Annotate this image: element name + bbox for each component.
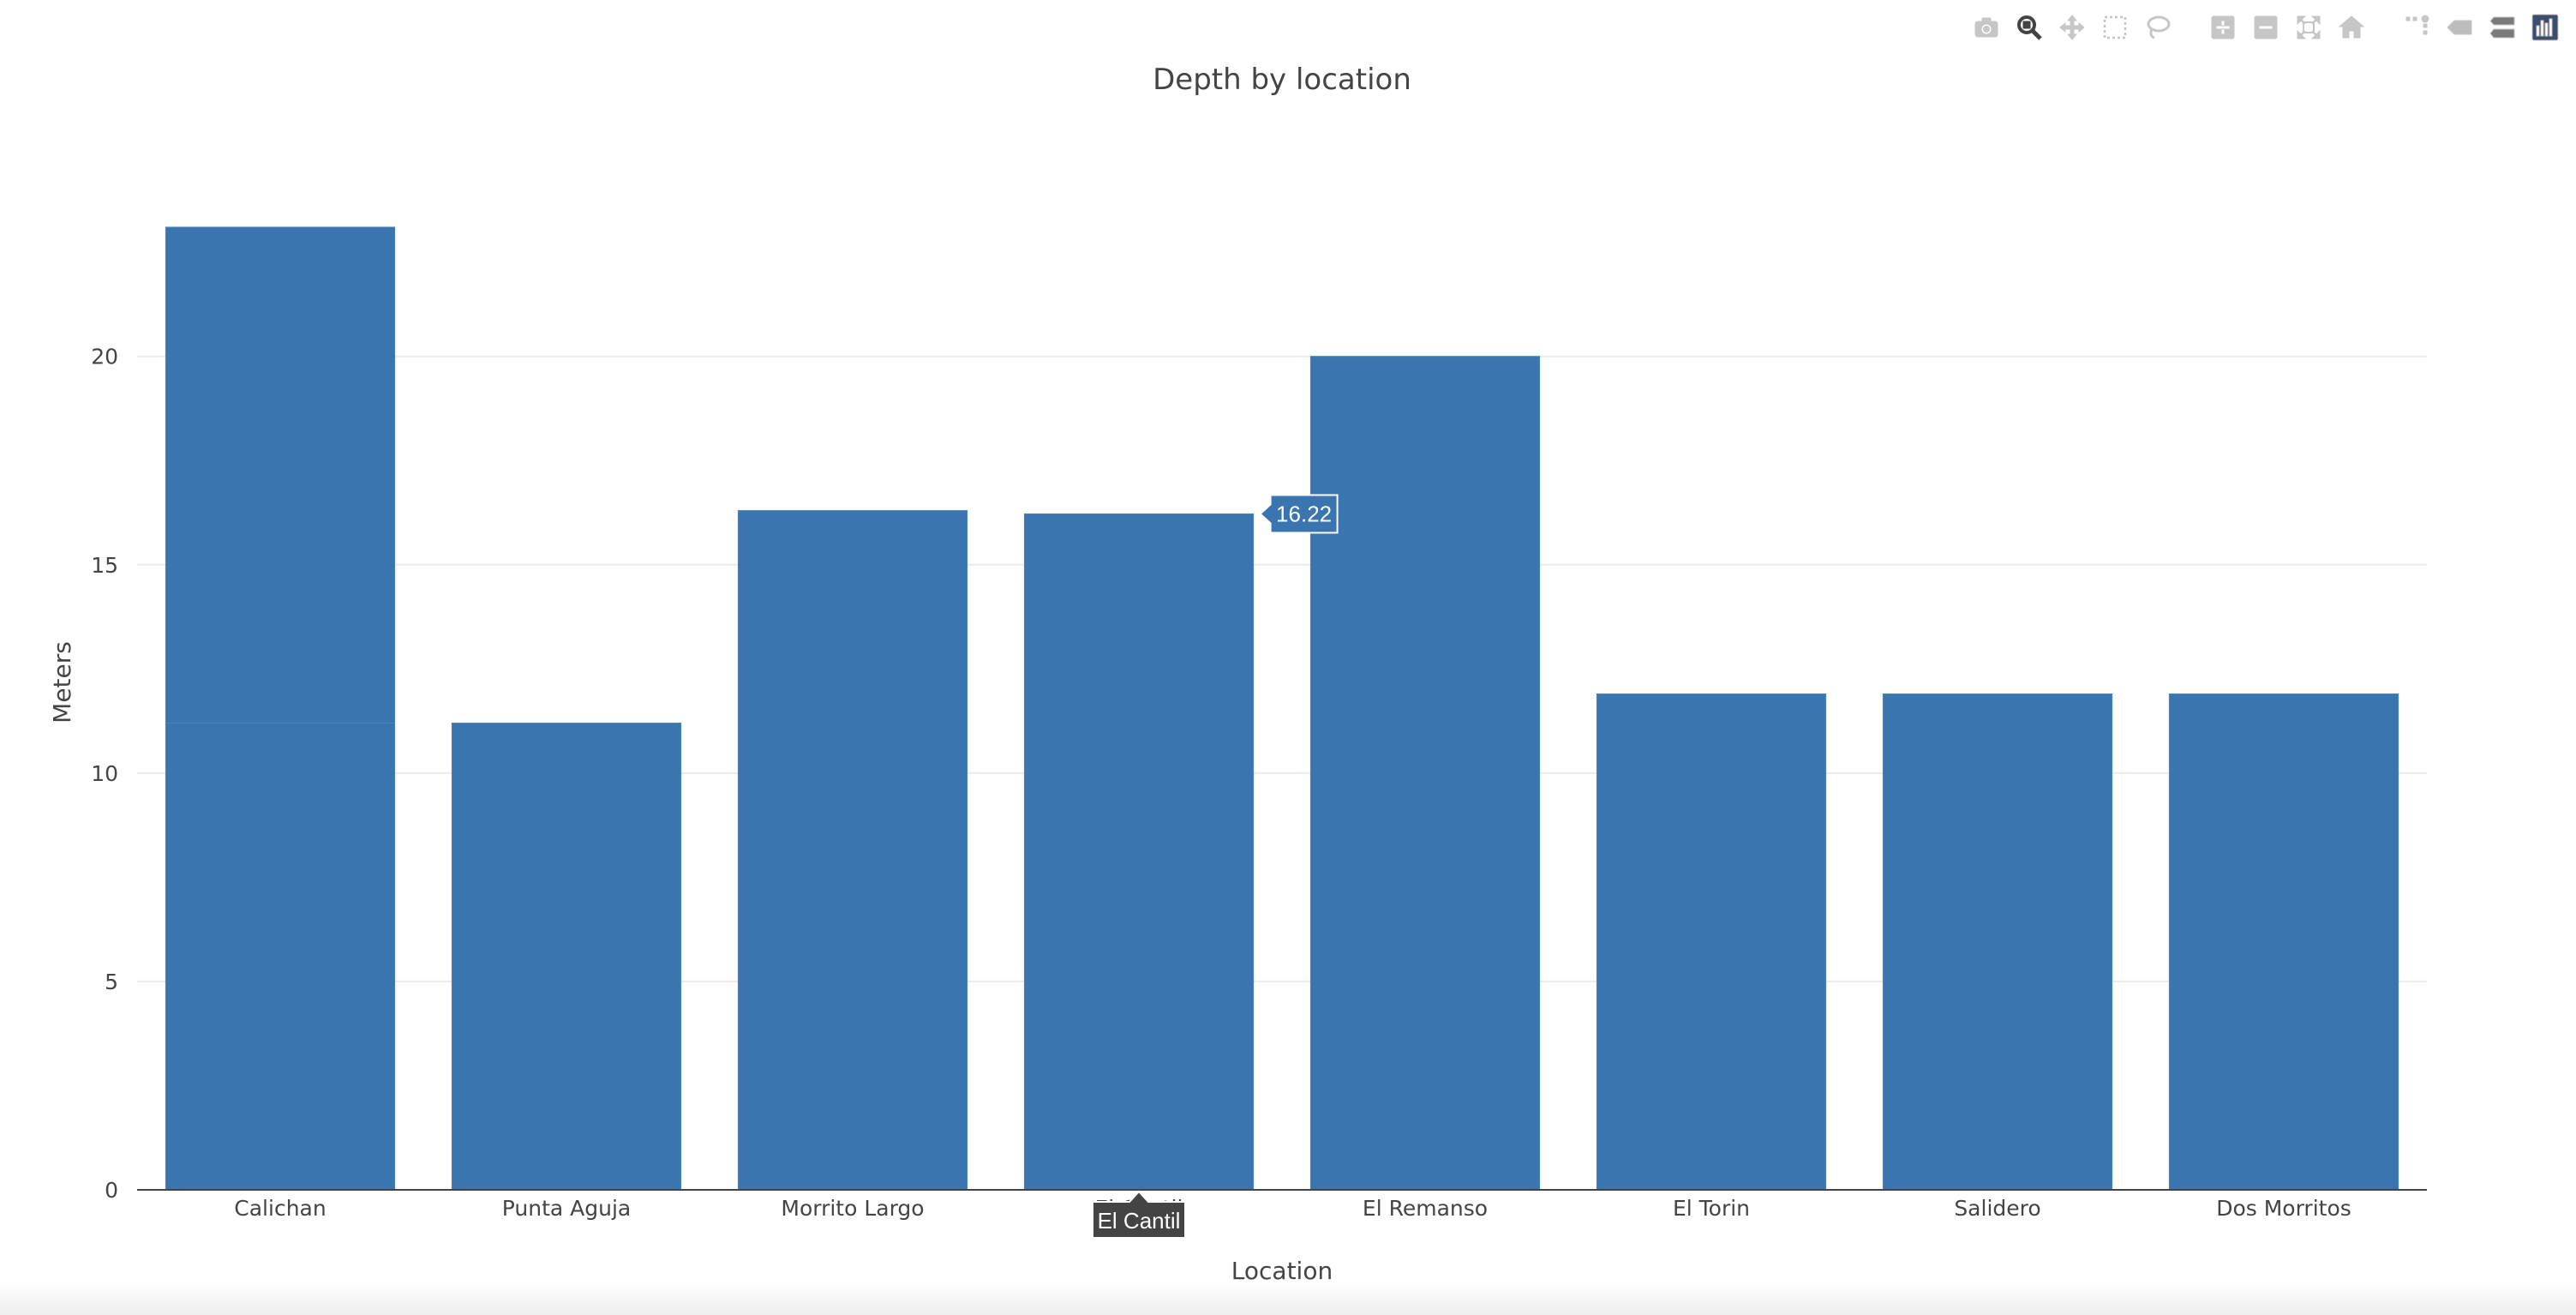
- box-select-icon: [2103, 15, 2127, 39]
- x-tick-label: Dos Morritos: [2216, 1196, 2351, 1221]
- y-tick-label: 5: [105, 970, 118, 994]
- bar-el-cantil-segment-1[interactable]: [1023, 513, 1255, 1191]
- pan-button[interactable]: [2052, 9, 2093, 46]
- camera-button[interactable]: [1966, 9, 2007, 46]
- pan-icon: [2059, 15, 2085, 40]
- x-tick-label: Salidero: [1954, 1196, 2040, 1221]
- lasso-select-button[interactable]: [2137, 9, 2178, 46]
- hover-closest-button[interactable]: [2439, 9, 2480, 46]
- y-tick-label: 0: [105, 1178, 118, 1203]
- spike-lines-button[interactable]: [2396, 9, 2437, 46]
- autoscale-icon: [2297, 15, 2321, 39]
- x-tick-label: El Torin: [1673, 1196, 1750, 1221]
- chart-title: Depth by location: [1153, 63, 1411, 97]
- zoom-in-icon: [2211, 15, 2235, 39]
- y-axis-title: Meters: [48, 641, 76, 724]
- hover-labels: 16.22 El Cantil: [1092, 494, 1339, 1239]
- bar-morrito-largo-segment-1[interactable]: [737, 510, 968, 1191]
- x-axis-title: Location: [1231, 1257, 1333, 1285]
- bar-calichan-segment-2[interactable]: [165, 226, 396, 724]
- x-tick-label: Morrito Largo: [781, 1196, 924, 1221]
- autoscale-button[interactable]: [2288, 9, 2329, 46]
- x-tick-label: Punta Aguja: [502, 1196, 631, 1221]
- hover-category-label: El Cantil: [1092, 1190, 1186, 1239]
- x-tick-label: El Remanso: [1363, 1196, 1488, 1221]
- zoom-out-icon: [2254, 15, 2278, 39]
- hover-compare-icon: [2489, 16, 2515, 39]
- zoom-button[interactable]: [2009, 9, 2050, 46]
- lasso-select-icon: [2147, 15, 2171, 39]
- bar-salidero-segment-1[interactable]: [1882, 693, 2113, 1191]
- zoom-icon: [2017, 15, 2042, 40]
- reset-axes-icon: [2338, 15, 2365, 39]
- page-bottom-edge: [0, 1281, 2576, 1315]
- axes: 0 5 10 15 20 Calichan Punta Aguja Morrito Largo…: [91, 345, 2427, 1221]
- modebar: [1966, 9, 2566, 46]
- bar-calichan-segment-1[interactable]: [165, 723, 396, 1191]
- bar-el-torin-segment-1[interactable]: [1596, 693, 1827, 1191]
- hover-category-text: El Cantil: [1098, 1208, 1181, 1234]
- reset-axes-button[interactable]: [2331, 9, 2372, 46]
- plotly-logo-button[interactable]: [2525, 9, 2566, 46]
- bar-dos-morritos-segment-1[interactable]: [2168, 693, 2399, 1191]
- bars[interactable]: [165, 226, 2399, 1191]
- zoom-in-button[interactable]: [2202, 9, 2244, 46]
- box-select-button[interactable]: [2094, 9, 2136, 46]
- x-tick-label: Calichan: [234, 1196, 326, 1221]
- zoom-out-button[interactable]: [2245, 9, 2286, 46]
- plotly-logo-icon: [2531, 14, 2559, 41]
- bar-punta-aguja-segment-1[interactable]: [451, 723, 682, 1191]
- camera-icon: [1974, 17, 1998, 38]
- hover-compare-button[interactable]: [2482, 9, 2523, 46]
- y-tick-label: 15: [91, 553, 118, 578]
- hover-closest-icon: [2447, 20, 2472, 35]
- bar-el-remanso-segment-1[interactable]: [1309, 356, 1541, 1191]
- y-tick-label: 10: [91, 761, 118, 786]
- hover-value-label: 16.22: [1259, 494, 1339, 534]
- spike-lines-icon: [2405, 15, 2429, 35]
- y-tick-label: 20: [91, 345, 118, 369]
- hover-value-text: 16.22: [1276, 501, 1332, 526]
